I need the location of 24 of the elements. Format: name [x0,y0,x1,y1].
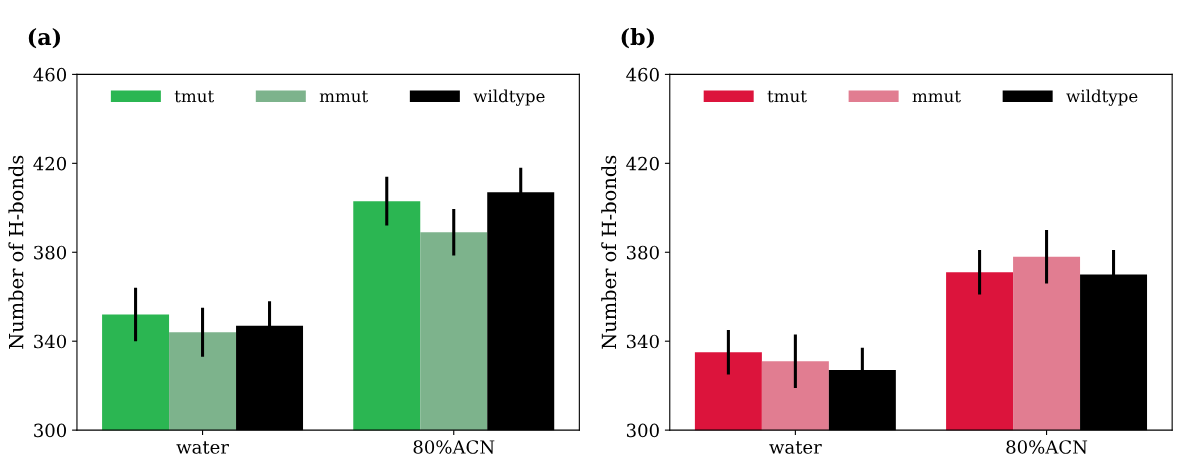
y-tick-label: 420 [33,156,67,171]
x-tick-label: 80%ACN [413,440,495,454]
legend-label: mmut [319,90,369,103]
legend-label: wildtype [473,89,545,106]
y-tick-label: 420 [626,156,659,171]
legend-label: mmut [912,90,961,103]
y-tick-label: 380 [626,245,659,260]
y-tick-label: 340 [34,334,67,349]
y-tick-label: 460 [626,67,659,82]
y-tick-label: 300 [34,423,67,438]
legend-label: tmut [767,90,807,103]
legend-label: tmut [174,90,215,103]
y-tick-label: 340 [626,334,659,349]
chart-title: (a) [28,27,61,49]
y-axis-title: Number of H-bonds [8,155,24,349]
legend-label: wildtype [1066,89,1138,106]
y-axis-title: Number of H-bonds [601,155,617,349]
x-tick-label: water [769,441,822,454]
y-tick-label: 300 [626,423,659,438]
y-tick-label: 460 [33,67,67,82]
x-tick-label: water [176,441,229,454]
chart-title: (b) [621,27,654,49]
x-tick-label: 80%ACN [1006,440,1088,454]
y-tick-label: 380 [34,245,67,260]
